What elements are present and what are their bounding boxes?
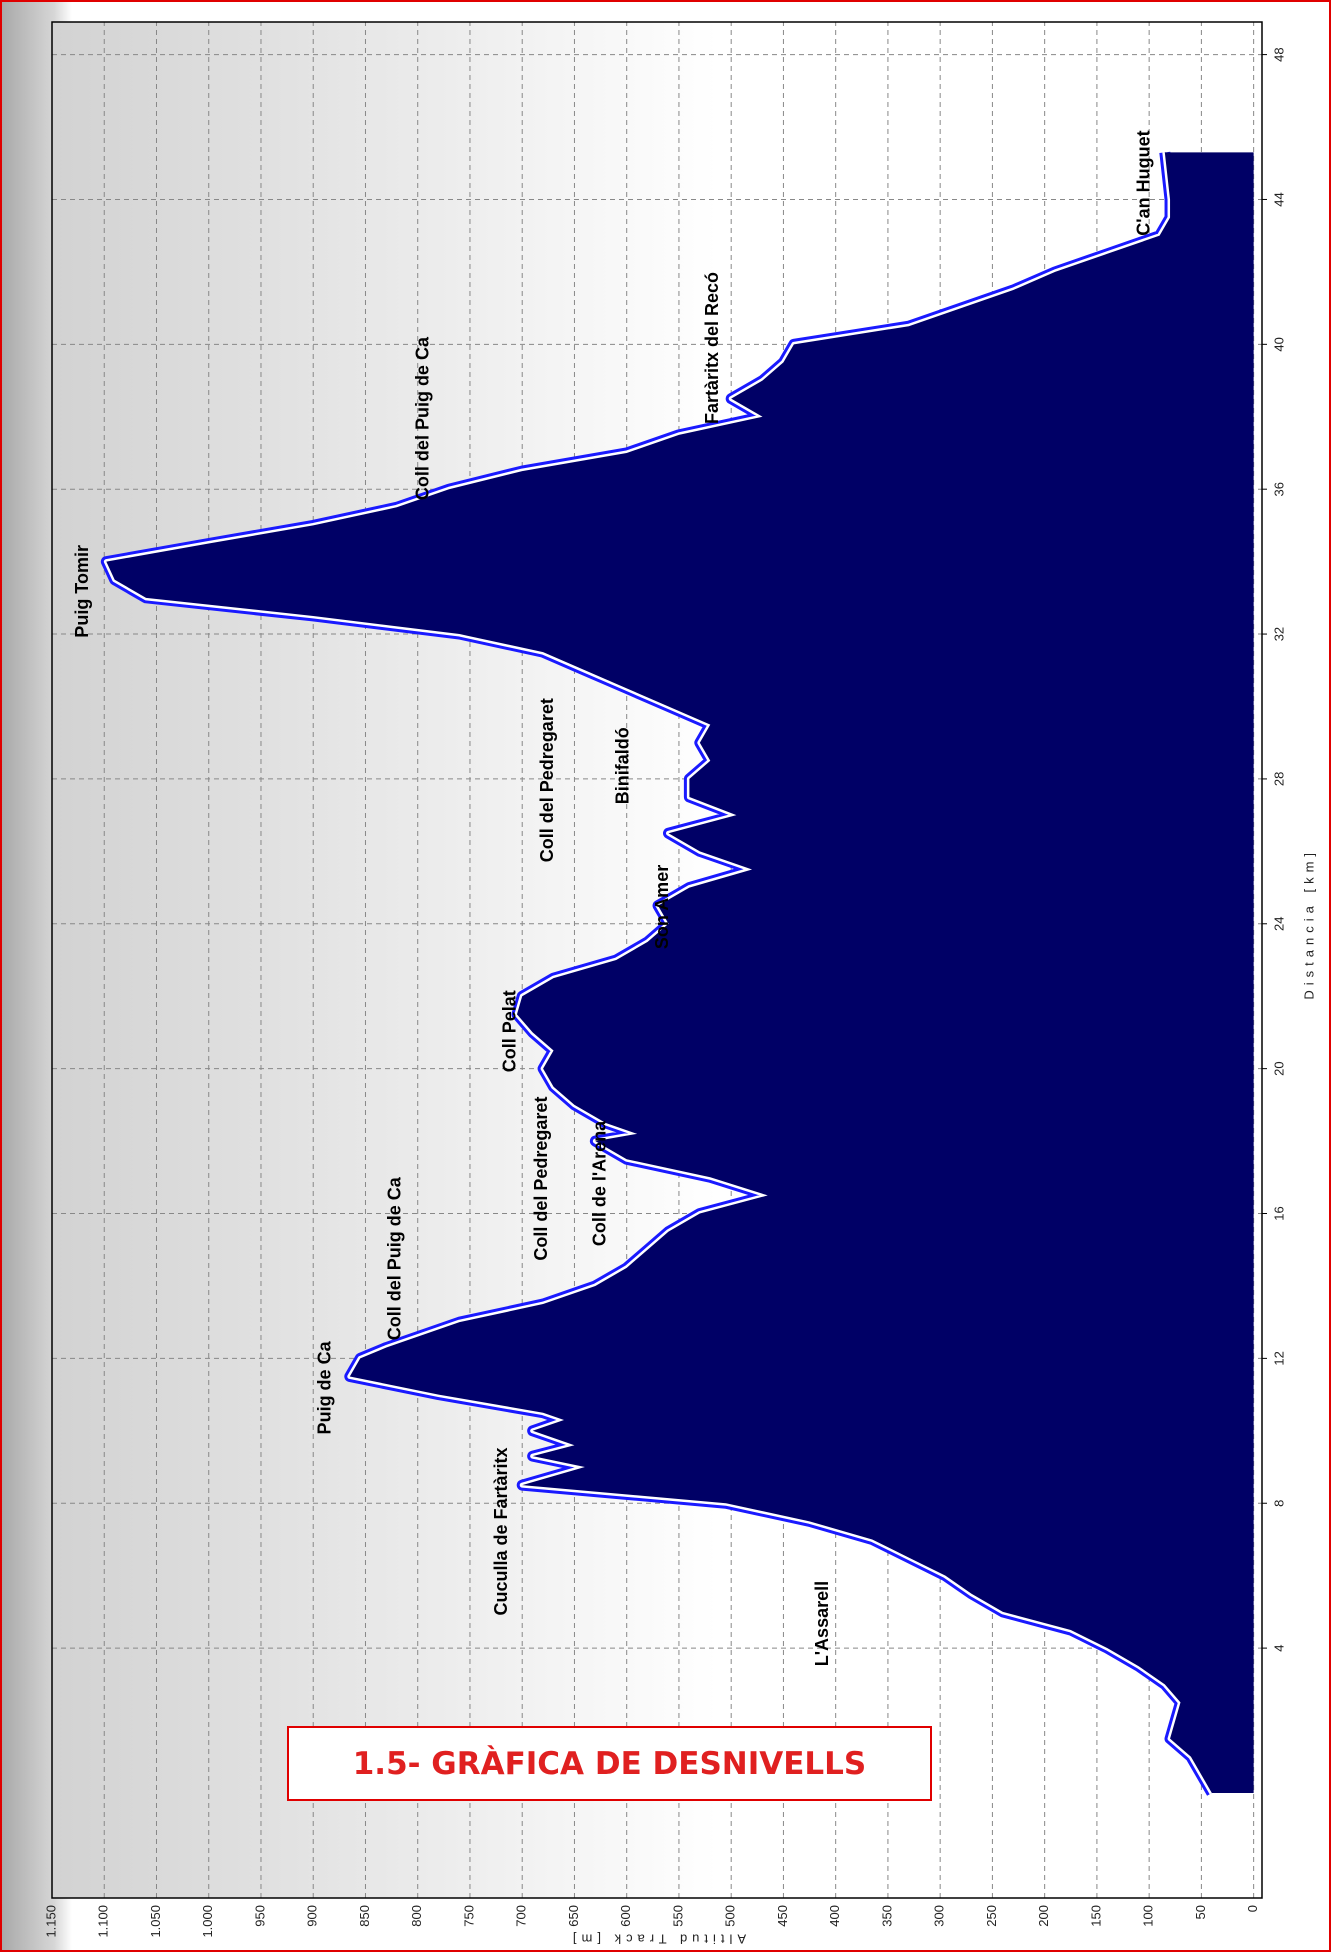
y-tick-label: 250 <box>984 1905 999 1927</box>
x-tick-label: 36 <box>1271 482 1286 496</box>
plot: 0 50 100 150 200 250 300 350 400 450 500 550 600 650 7… <box>43 22 1316 1947</box>
x-tick-label: 32 <box>1271 627 1286 641</box>
y-tick-label: 600 <box>618 1905 633 1927</box>
annotation: Fartàritx del Recó <box>702 272 722 424</box>
annotation: Coll de l'Arena <box>589 1120 609 1246</box>
plot-frame <box>51 21 1263 1899</box>
annotation: Coll Pelat <box>499 990 519 1072</box>
y-tick-label: 650 <box>566 1905 581 1927</box>
x-tick-label: 8 <box>1271 1500 1286 1507</box>
profile-area <box>106 152 1254 1793</box>
x-tick-label: 48 <box>1271 47 1286 61</box>
x-tick-label: 20 <box>1271 1061 1286 1075</box>
annotation: Coll del Pedregaret <box>531 1097 551 1261</box>
y-tick-label: 0 <box>1245 1905 1260 1912</box>
x-tick-label: 12 <box>1271 1351 1286 1365</box>
y-tick-label: 750 <box>461 1905 476 1927</box>
y-tick-label: 200 <box>1036 1905 1051 1927</box>
y-tick-label: 550 <box>670 1905 685 1927</box>
y-tick-label: 950 <box>252 1905 267 1927</box>
annotation: Coll del Puig de Ca <box>385 1176 405 1340</box>
y-tick-label: 100 <box>1141 1905 1156 1927</box>
annotation: Puig de Ca <box>315 1340 335 1434</box>
y-tick-label: 400 <box>827 1905 842 1927</box>
y-tick-label: 300 <box>932 1905 947 1927</box>
annotation: Binifaldó <box>612 727 632 804</box>
annotation: L'Assarell <box>812 1581 832 1666</box>
y-tick-label: 1.050 <box>148 1905 163 1938</box>
x-tick-label: 24 <box>1271 917 1286 931</box>
y-tick-label: 1.000 <box>200 1905 215 1938</box>
y-tick-label: 900 <box>305 1905 320 1927</box>
y-tick-label: 850 <box>357 1905 372 1927</box>
y-tick-label: 800 <box>409 1905 424 1927</box>
y-axis-title: Altitud Track [m] <box>568 1932 746 1947</box>
x-tick-label: 28 <box>1271 772 1286 786</box>
y-tick-label: 500 <box>723 1905 738 1927</box>
annotation: Cuculla de Fartàritx <box>491 1447 511 1615</box>
y-tick-label: 50 <box>1193 1905 1208 1919</box>
y-tick-label: 150 <box>1088 1905 1103 1927</box>
x-tick-label: 4 <box>1271 1644 1286 1651</box>
y-tick-label: 1.150 <box>43 1905 58 1938</box>
y-tick-label: 350 <box>879 1905 894 1927</box>
y-tick-label: 450 <box>775 1905 790 1927</box>
annotation: C'an Huguet <box>1134 130 1154 235</box>
annotation: Puig Tomir <box>72 545 92 638</box>
y-tick-label: 700 <box>514 1905 529 1927</box>
chart-title: 1.5- GRÀFICA DE DESNIVELLS <box>287 1726 932 1801</box>
x-tick-label: 44 <box>1271 192 1286 206</box>
annotation: Coll del Pedregaret <box>537 698 557 862</box>
annotation: Coll del Puig de Ca <box>413 336 433 500</box>
x-tick-label: 16 <box>1271 1206 1286 1220</box>
x-axis-title: Distancia [km] <box>1301 848 1316 1000</box>
x-tick-label: 40 <box>1271 337 1286 351</box>
annotation: Son Amer <box>652 865 672 949</box>
y-tick-label: 1.100 <box>96 1905 111 1938</box>
